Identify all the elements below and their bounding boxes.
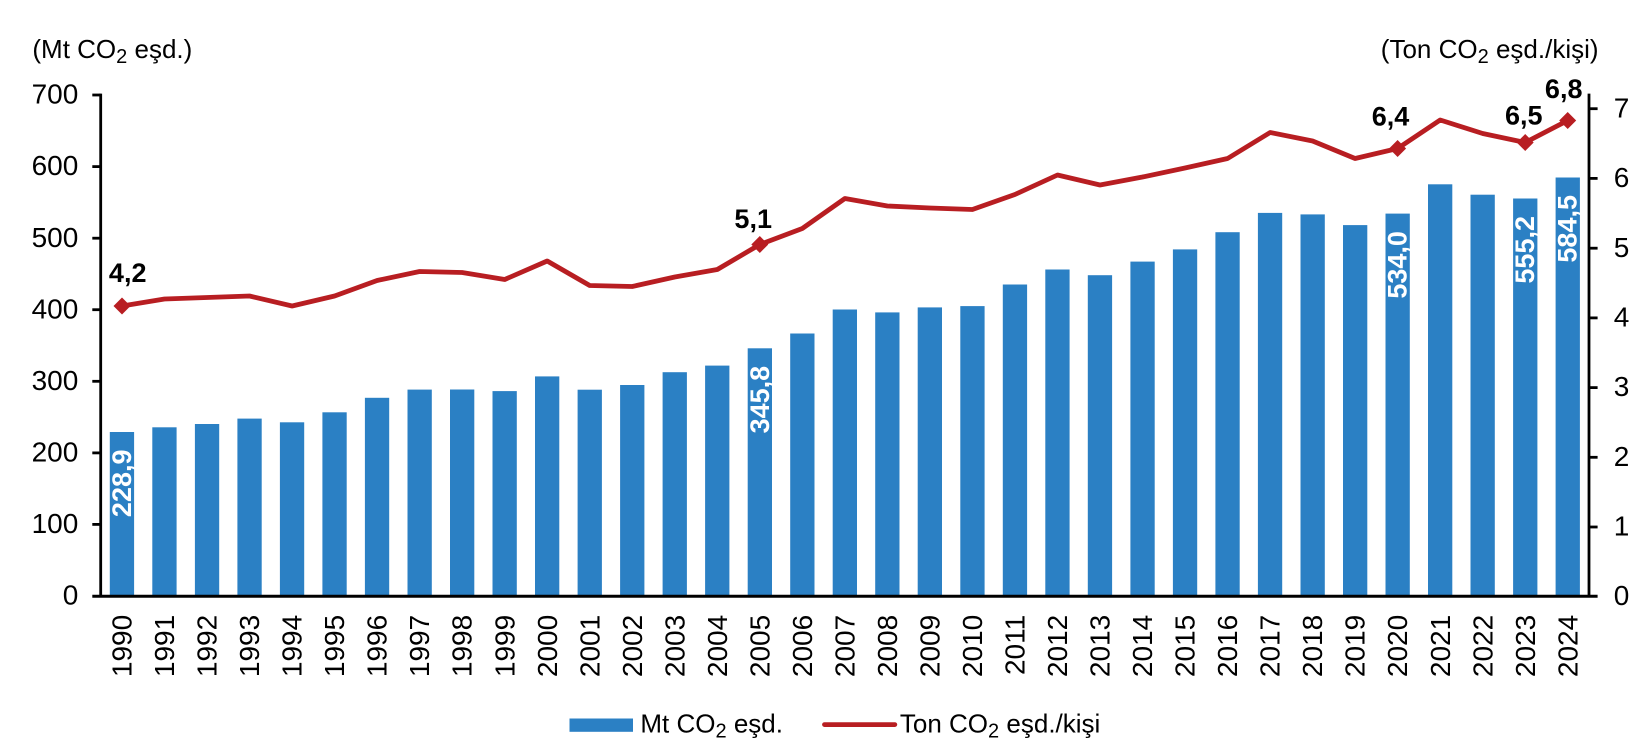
svg-text:600: 600 — [32, 150, 79, 181]
svg-text:584,5: 584,5 — [1553, 195, 1583, 263]
svg-text:7: 7 — [1614, 92, 1630, 123]
svg-text:1997: 1997 — [404, 615, 435, 677]
svg-text:2024: 2024 — [1552, 615, 1583, 677]
svg-text:2004: 2004 — [702, 615, 733, 677]
svg-text:1990: 1990 — [107, 615, 138, 677]
svg-text:2010: 2010 — [957, 615, 988, 677]
svg-text:2005: 2005 — [744, 615, 775, 677]
svg-text:0: 0 — [63, 579, 79, 610]
svg-text:2008: 2008 — [872, 615, 903, 677]
svg-text:300: 300 — [32, 365, 79, 396]
svg-text:3: 3 — [1614, 371, 1630, 402]
svg-text:2017: 2017 — [1255, 615, 1286, 677]
svg-text:2009: 2009 — [915, 615, 946, 677]
svg-text:700: 700 — [32, 79, 79, 110]
svg-text:500: 500 — [32, 222, 79, 253]
svg-text:555,2: 555,2 — [1510, 216, 1540, 284]
svg-text:400: 400 — [32, 293, 79, 324]
svg-text:6: 6 — [1614, 162, 1630, 193]
svg-text:2015: 2015 — [1170, 615, 1201, 677]
svg-text:2006: 2006 — [787, 615, 818, 677]
svg-text:2020: 2020 — [1382, 615, 1413, 677]
svg-text:2013: 2013 — [1085, 615, 1116, 677]
svg-text:2000: 2000 — [532, 615, 563, 677]
svg-text:2001: 2001 — [574, 615, 605, 677]
svg-text:2002: 2002 — [617, 615, 648, 677]
svg-text:5: 5 — [1614, 232, 1630, 263]
svg-text:(Mt CO2 eşd.): (Mt CO2 eşd.) — [32, 34, 192, 68]
svg-text:534,0: 534,0 — [1383, 231, 1413, 299]
svg-text:2016: 2016 — [1212, 615, 1243, 677]
svg-text:2022: 2022 — [1467, 615, 1498, 677]
svg-text:1999: 1999 — [489, 615, 520, 677]
svg-text:2014: 2014 — [1127, 615, 1158, 677]
svg-text:2021: 2021 — [1425, 615, 1456, 677]
svg-text:1993: 1993 — [234, 615, 265, 677]
svg-text:Mt CO2 eşd.: Mt CO2 eşd. — [640, 709, 783, 743]
svg-text:2: 2 — [1614, 441, 1630, 472]
svg-text:100: 100 — [32, 508, 79, 539]
svg-text:6,4: 6,4 — [1372, 102, 1410, 132]
svg-text:1995: 1995 — [319, 615, 350, 677]
svg-text:Ton CO2 eşd./kişi: Ton CO2 eşd./kişi — [900, 709, 1100, 743]
svg-text:4: 4 — [1614, 302, 1630, 333]
svg-text:6,8: 6,8 — [1545, 74, 1583, 104]
svg-text:1: 1 — [1614, 511, 1630, 542]
svg-text:2011: 2011 — [1000, 615, 1031, 675]
svg-text:1996: 1996 — [362, 615, 393, 677]
svg-text:1991: 1991 — [149, 615, 180, 677]
svg-text:6,5: 6,5 — [1505, 101, 1543, 131]
svg-text:228,9: 228,9 — [107, 450, 137, 518]
svg-text:2018: 2018 — [1297, 615, 1328, 677]
svg-text:0: 0 — [1614, 580, 1630, 611]
svg-text:2003: 2003 — [659, 615, 690, 677]
svg-text:2023: 2023 — [1510, 615, 1541, 677]
svg-text:(Ton CO2 eşd./kişi): (Ton CO2 eşd./kişi) — [1381, 34, 1599, 68]
svg-text:200: 200 — [32, 437, 79, 468]
svg-text:2019: 2019 — [1340, 615, 1371, 677]
svg-text:1992: 1992 — [192, 615, 223, 677]
svg-text:1998: 1998 — [447, 615, 478, 677]
svg-text:1994: 1994 — [277, 615, 308, 677]
svg-text:345,8: 345,8 — [745, 366, 775, 434]
svg-text:2007: 2007 — [830, 615, 861, 677]
svg-text:4,2: 4,2 — [109, 258, 147, 288]
svg-text:2012: 2012 — [1042, 615, 1073, 677]
svg-text:5,1: 5,1 — [734, 204, 772, 234]
